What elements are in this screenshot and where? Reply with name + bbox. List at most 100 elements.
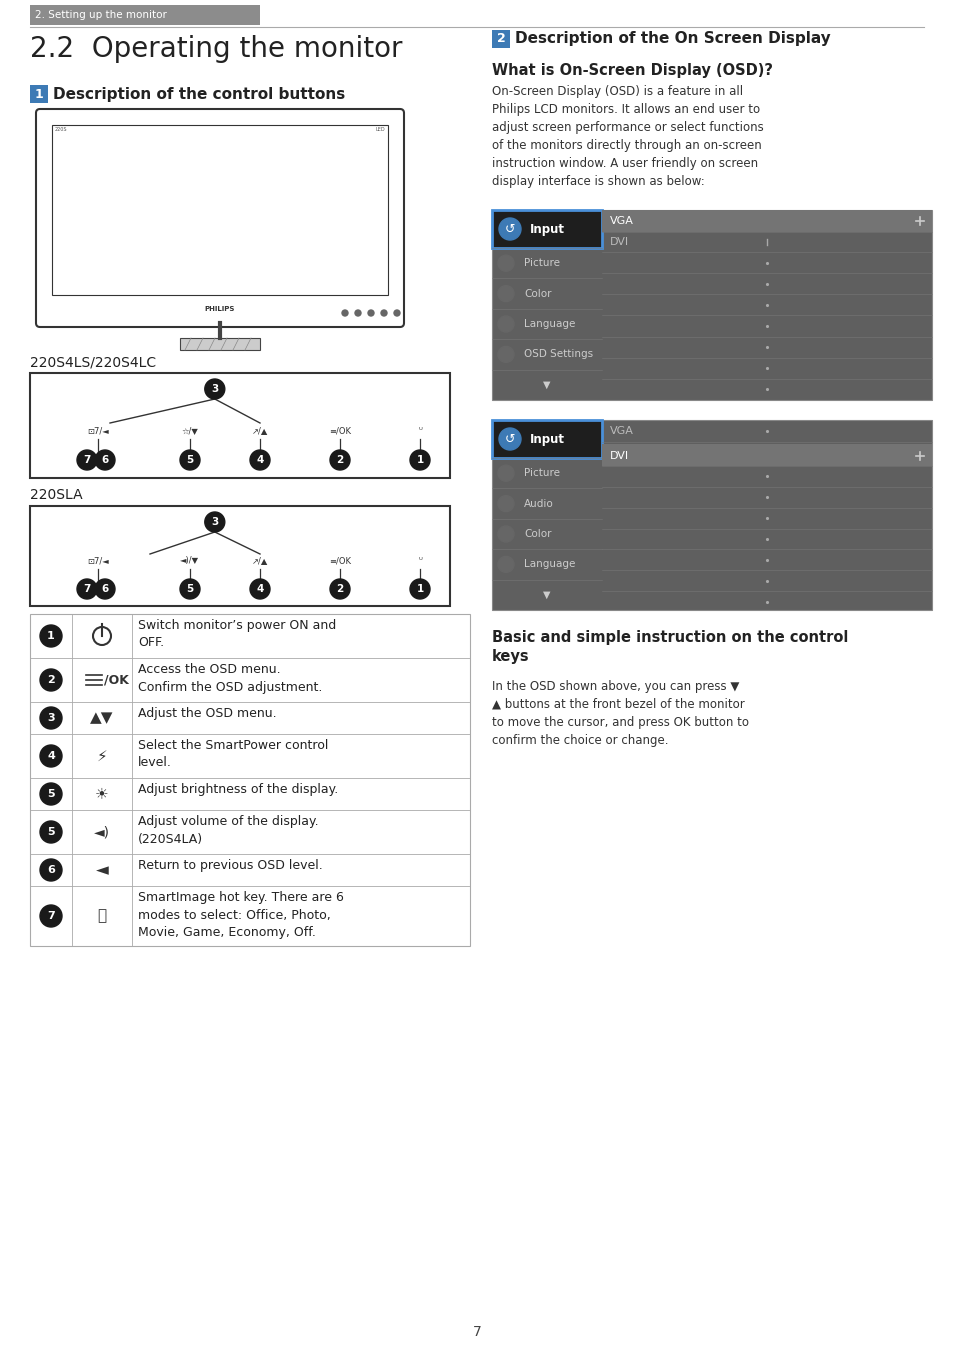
Text: 5: 5 xyxy=(47,788,54,799)
Bar xyxy=(30,373,450,478)
Text: 3: 3 xyxy=(211,517,218,526)
Text: 4: 4 xyxy=(47,751,55,761)
Text: 2.2  Operating the monitor: 2.2 Operating the monitor xyxy=(30,35,402,63)
Text: OSD Settings: OSD Settings xyxy=(523,350,593,359)
Text: 4: 4 xyxy=(256,585,263,594)
Bar xyxy=(492,420,931,610)
Circle shape xyxy=(180,450,200,470)
Text: Language: Language xyxy=(523,319,575,329)
Text: 6: 6 xyxy=(101,455,109,464)
Text: 6: 6 xyxy=(47,865,55,875)
Text: DVI: DVI xyxy=(609,238,628,247)
Circle shape xyxy=(40,821,62,842)
Circle shape xyxy=(410,579,430,599)
Text: Description of the On Screen Display: Description of the On Screen Display xyxy=(515,31,830,46)
Text: LED: LED xyxy=(375,127,385,132)
Circle shape xyxy=(40,707,62,729)
Text: ◄)/▼: ◄)/▼ xyxy=(180,556,199,566)
Circle shape xyxy=(497,466,514,481)
Bar xyxy=(492,420,601,458)
Circle shape xyxy=(250,450,270,470)
Circle shape xyxy=(498,217,520,240)
Text: Picture: Picture xyxy=(523,258,559,269)
Bar xyxy=(30,614,470,946)
Bar xyxy=(601,444,931,466)
Text: In the OSD shown above, you can press ▼
▲ buttons at the front bezel of the moni: In the OSD shown above, you can press ▼ … xyxy=(492,680,748,747)
Text: VGA: VGA xyxy=(609,216,633,225)
Text: DVI: DVI xyxy=(609,451,628,460)
Circle shape xyxy=(40,859,62,882)
Text: Description of the control buttons: Description of the control buttons xyxy=(53,86,345,101)
Text: Return to previous OSD level.: Return to previous OSD level. xyxy=(138,859,322,872)
Text: ↺: ↺ xyxy=(504,223,515,235)
Text: 2: 2 xyxy=(47,675,55,684)
Text: 5: 5 xyxy=(186,585,193,594)
Text: ▼: ▼ xyxy=(542,590,550,599)
Bar xyxy=(52,126,388,296)
Text: 220S4LS/220S4LC: 220S4LS/220S4LC xyxy=(30,355,156,369)
Circle shape xyxy=(77,450,97,470)
Text: Select the SmartPower control
level.: Select the SmartPower control level. xyxy=(138,738,328,769)
Circle shape xyxy=(95,579,115,599)
Text: ᵁ: ᵁ xyxy=(417,427,421,436)
Text: 2: 2 xyxy=(497,32,505,46)
Bar xyxy=(30,85,48,103)
Text: Picture: Picture xyxy=(523,468,559,478)
Circle shape xyxy=(95,450,115,470)
Circle shape xyxy=(40,904,62,927)
FancyBboxPatch shape xyxy=(36,109,403,327)
Text: 2: 2 xyxy=(336,455,343,464)
Text: VGA: VGA xyxy=(609,427,633,436)
Circle shape xyxy=(205,512,225,532)
Bar xyxy=(30,5,260,26)
Text: ☀: ☀ xyxy=(95,787,109,802)
Circle shape xyxy=(355,310,360,316)
Circle shape xyxy=(341,310,348,316)
Bar xyxy=(492,30,510,49)
Circle shape xyxy=(77,579,97,599)
Text: Input: Input xyxy=(530,223,564,235)
Text: Input: Input xyxy=(530,432,564,446)
Text: ⊡7/◄: ⊡7/◄ xyxy=(87,427,109,436)
Text: What is On-Screen Display (OSD)?: What is On-Screen Display (OSD)? xyxy=(492,63,772,78)
Circle shape xyxy=(40,670,62,691)
Text: Language: Language xyxy=(523,559,575,570)
Text: /OK: /OK xyxy=(104,674,129,687)
Text: 7: 7 xyxy=(47,911,55,921)
Bar xyxy=(492,211,601,248)
Text: 7: 7 xyxy=(83,585,91,594)
Circle shape xyxy=(497,556,514,572)
Circle shape xyxy=(368,310,374,316)
Text: ⚡: ⚡ xyxy=(96,748,108,764)
Text: Adjust volume of the display.
(220S4LA): Adjust volume of the display. (220S4LA) xyxy=(138,815,318,845)
Text: SmartImage hot key. There are 6
modes to select: Office, Photo,
Movie, Game, Eco: SmartImage hot key. There are 6 modes to… xyxy=(138,891,343,940)
Circle shape xyxy=(205,379,225,400)
Text: 1: 1 xyxy=(416,585,423,594)
Bar xyxy=(601,211,931,232)
Text: Adjust brightness of the display.: Adjust brightness of the display. xyxy=(138,783,338,796)
Text: Access the OSD menu.
Confirm the OSD adjustment.: Access the OSD menu. Confirm the OSD adj… xyxy=(138,663,322,694)
Bar xyxy=(30,506,450,606)
Text: Color: Color xyxy=(523,529,551,539)
Circle shape xyxy=(394,310,399,316)
Text: ↗/▲: ↗/▲ xyxy=(252,556,268,566)
Text: 1: 1 xyxy=(47,630,55,641)
Text: Color: Color xyxy=(523,289,551,298)
Circle shape xyxy=(497,526,514,541)
Text: ☆/▼: ☆/▼ xyxy=(181,427,198,436)
Circle shape xyxy=(250,579,270,599)
Circle shape xyxy=(40,783,62,805)
Circle shape xyxy=(498,428,520,450)
Circle shape xyxy=(40,625,62,647)
Text: 3: 3 xyxy=(211,383,218,394)
Text: 1: 1 xyxy=(34,88,43,100)
Circle shape xyxy=(497,347,514,362)
Bar xyxy=(492,211,931,400)
Text: ≡/OK: ≡/OK xyxy=(329,427,351,436)
Text: 7: 7 xyxy=(472,1324,481,1339)
Circle shape xyxy=(410,450,430,470)
Circle shape xyxy=(40,745,62,767)
Text: Adjust the OSD menu.: Adjust the OSD menu. xyxy=(138,707,276,720)
Text: ⎙: ⎙ xyxy=(97,909,107,923)
Text: 2: 2 xyxy=(336,585,343,594)
